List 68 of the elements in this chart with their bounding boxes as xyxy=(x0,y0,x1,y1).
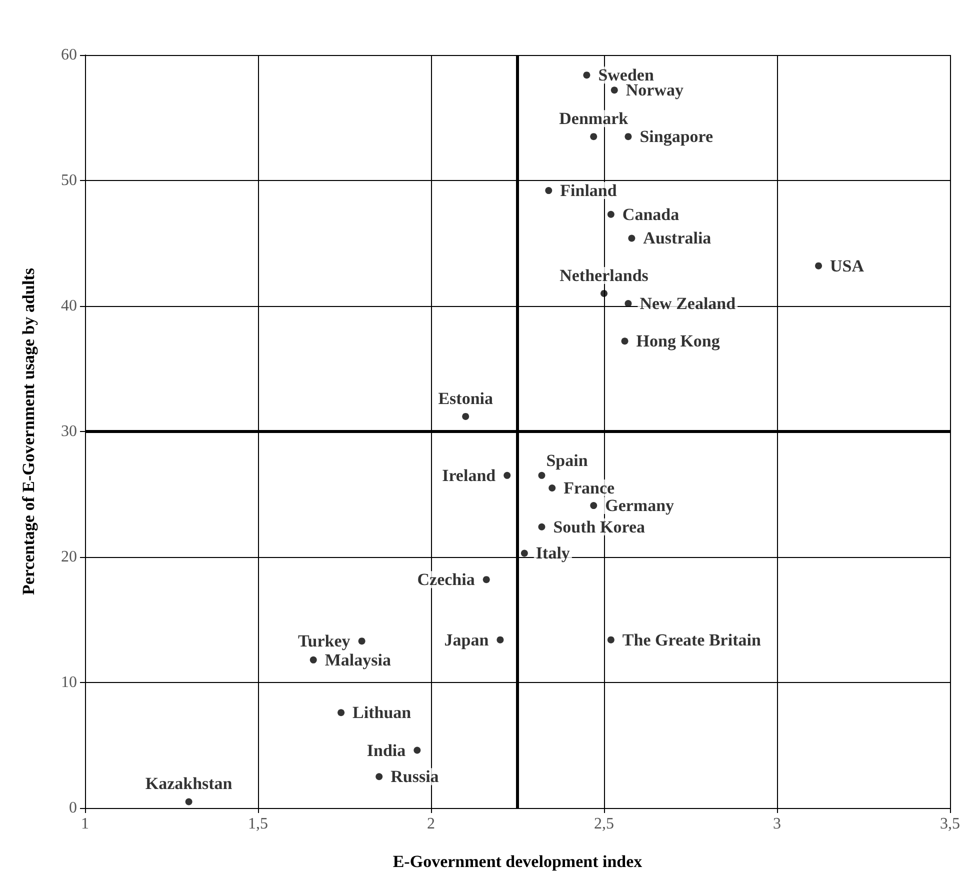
point xyxy=(310,656,317,664)
series-label: Lithuan xyxy=(352,703,412,722)
series-label: Japan xyxy=(444,630,490,650)
point xyxy=(538,472,546,479)
y-tick-label: 50 xyxy=(61,172,77,189)
point xyxy=(520,550,528,557)
series-label: Spain xyxy=(546,450,588,470)
x-tick-label: 2,5 xyxy=(594,816,614,832)
point xyxy=(600,290,608,297)
series-label: South Korea xyxy=(553,517,646,536)
series-label: Kazakhstan xyxy=(145,774,233,794)
series-label: Turkey xyxy=(298,632,351,651)
series-label: Singapore xyxy=(640,127,714,146)
series-label: Hong Kong xyxy=(636,332,720,351)
point xyxy=(607,210,614,218)
series-label: Netherlands xyxy=(560,266,649,285)
series-label: Finland xyxy=(560,181,618,200)
series-label: Russia xyxy=(390,767,440,786)
series-label: Estonia xyxy=(438,388,494,408)
point xyxy=(628,234,636,242)
x-tick-label: 3 xyxy=(773,816,781,832)
point xyxy=(548,484,556,492)
series-label: India xyxy=(366,740,406,760)
x-tick-label: 1 xyxy=(81,816,89,832)
point xyxy=(185,798,192,806)
y-axis-title: Percentage of E-Government usage by adults xyxy=(19,268,38,595)
x-tick-label: 1,5 xyxy=(248,816,268,832)
y-tick-label: 30 xyxy=(61,423,77,440)
y-tick-label: 0 xyxy=(69,800,77,816)
series-label: France xyxy=(564,478,616,498)
series-label: Sweden xyxy=(598,66,654,85)
point xyxy=(610,86,618,94)
x-tick-label: 2 xyxy=(427,816,435,832)
y-tick-label: 40 xyxy=(61,298,77,314)
x-axis-title: E-Government development index xyxy=(392,852,643,871)
point xyxy=(815,262,822,270)
series-label: Czechia xyxy=(417,570,476,590)
series-label: Ireland xyxy=(442,466,496,485)
point xyxy=(376,773,383,780)
y-tick-label: 20 xyxy=(61,548,77,566)
point xyxy=(607,636,614,644)
point xyxy=(504,472,511,479)
point xyxy=(621,338,628,345)
series-label: Germany xyxy=(605,496,675,516)
y-tick-label: 60 xyxy=(61,46,77,64)
point xyxy=(624,133,632,140)
point xyxy=(358,638,366,645)
series-label: The Greate Britain xyxy=(622,630,762,650)
point xyxy=(590,133,598,140)
series-label: USA xyxy=(830,256,865,276)
point xyxy=(624,300,632,307)
series-label: Italy xyxy=(536,544,570,563)
point xyxy=(583,72,590,79)
series-label: Denmark xyxy=(559,109,629,128)
y-tick-label: 10 xyxy=(61,674,77,691)
point xyxy=(538,523,546,530)
point xyxy=(545,187,552,194)
point xyxy=(590,502,598,510)
series-label: Australia xyxy=(643,228,712,248)
series-label: Canada xyxy=(622,204,680,224)
point xyxy=(496,636,504,644)
x-tick-label: 3,5 xyxy=(940,816,960,832)
point xyxy=(338,709,345,716)
point xyxy=(482,576,490,584)
point xyxy=(462,412,470,420)
series-label: New Zealand xyxy=(640,294,736,313)
point xyxy=(414,746,421,754)
series-label: Malaysia xyxy=(324,650,392,670)
